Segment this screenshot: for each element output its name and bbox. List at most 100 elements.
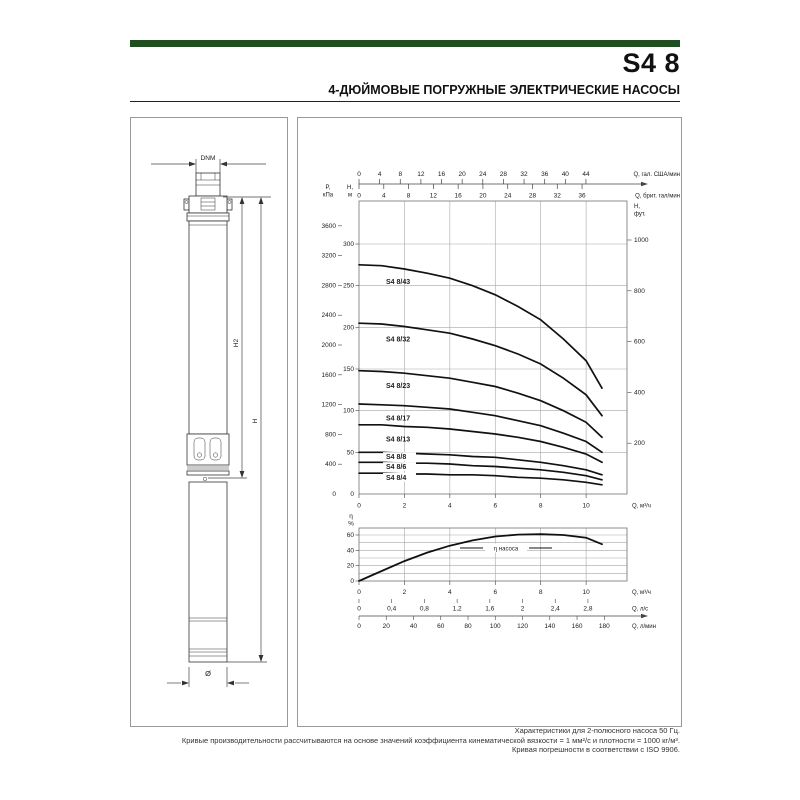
tick-label: 4 bbox=[448, 503, 452, 510]
curve-label: S4 8/17 bbox=[386, 416, 410, 423]
curve-S4-8-32 bbox=[358, 322, 603, 417]
tick-label: 20 bbox=[347, 563, 355, 570]
motor-body bbox=[188, 481, 228, 663]
tick-label: 20 bbox=[383, 623, 391, 630]
performance-charts-panel: 0 4 8 12 16 20 24 28 32 36 40 44 0 4 8 12 16 20 24 28 32 36 Q,… bbox=[297, 117, 682, 727]
flow-axis-2: 0 20 40 60 80 100 120 140 160 180 Q, л/мин bbox=[357, 613, 656, 630]
tick-label: 60 bbox=[437, 623, 445, 630]
header-rule bbox=[130, 101, 680, 102]
performance-and-efficiency-charts: 0 4 8 12 16 20 24 28 32 36 40 440 4 8 12 16 20 24 28 32 36Q,… bbox=[322, 171, 680, 630]
label-bg bbox=[485, 543, 527, 553]
efficiency-curve-label: η насоса bbox=[460, 543, 552, 553]
efficiency-curve bbox=[358, 533, 603, 582]
tick-label: 200 bbox=[343, 324, 354, 331]
tick-label: 120 bbox=[517, 623, 528, 630]
tick-label: 8 bbox=[539, 503, 543, 510]
tick-label: 1,6 bbox=[485, 606, 494, 613]
tick-label: 0 bbox=[332, 491, 336, 498]
top-flow-axes bbox=[358, 179, 648, 189]
axis-unit-m: м bbox=[348, 193, 352, 199]
tick-label: 40 bbox=[347, 547, 355, 554]
tick-label: 6 bbox=[493, 503, 497, 510]
left-axis-ticks bbox=[338, 225, 359, 465]
page-subtitle: 4-ДЮЙМОВЫЕ ПОГРУЖНЫЕ ЭЛЕКТРИЧЕСКИЕ НАСОС… bbox=[328, 83, 680, 97]
tick-label: 800 bbox=[325, 431, 336, 438]
curve-label: S4 8/13 bbox=[386, 437, 410, 444]
axis-unit-imp-gpm: Q, брит. гал/мин bbox=[635, 194, 680, 200]
tick-label: 2 bbox=[521, 606, 525, 613]
tick-label: 180 bbox=[599, 623, 610, 630]
tick-label: 4 bbox=[448, 589, 452, 596]
tick-label: 140 bbox=[544, 623, 555, 630]
tick-label: 6 bbox=[493, 589, 497, 596]
tick-label: 0,4 bbox=[387, 606, 396, 613]
tick-label: 400 bbox=[634, 389, 645, 396]
main-bottom-axis: 0 2 4 6 8 10 Q, м³/ч bbox=[357, 494, 651, 510]
curve-S4-8-43 bbox=[358, 263, 603, 390]
curve-S4-8-23 bbox=[358, 369, 603, 439]
axis-unit-ft: H, bbox=[634, 204, 640, 210]
footer-note-line: Кривые производительности рассчитываются… bbox=[181, 735, 680, 745]
tick-label: 4 bbox=[382, 193, 386, 200]
dnm-dimension: DNM bbox=[151, 155, 266, 173]
curve-label-bg bbox=[383, 452, 416, 461]
tick-label: 400 bbox=[325, 461, 336, 468]
tick-label: 44 bbox=[582, 171, 590, 178]
right-axis-labels: H, фут. 200 400 600 800 1000 bbox=[627, 204, 649, 447]
tick-label: 24 bbox=[504, 193, 512, 200]
axis-unit: Q, м³/ч bbox=[632, 590, 651, 596]
curve-label: S4 8/6 bbox=[386, 464, 406, 471]
tick-label: 28 bbox=[500, 171, 508, 178]
tick-label: 0 bbox=[357, 193, 361, 200]
tick-label: 0,8 bbox=[420, 606, 429, 613]
tick-label: 3600 bbox=[322, 223, 337, 230]
pump-body bbox=[188, 220, 228, 435]
curve-label: S4 8/8 bbox=[386, 454, 406, 461]
tick-label: 600 bbox=[634, 339, 645, 346]
tick-label: 32 bbox=[554, 193, 562, 200]
tick-label: 200 bbox=[634, 440, 645, 447]
dnm-label: DNM bbox=[201, 155, 216, 162]
axis-unit-m3h: Q, м³/ч bbox=[632, 504, 651, 510]
efficiency-label-text: η насоса bbox=[494, 547, 519, 553]
tick-label: 40 bbox=[410, 623, 418, 630]
tick-label: 2,4 bbox=[551, 606, 560, 613]
h2-dimension: H2 bbox=[208, 196, 271, 479]
tick-label: 1200 bbox=[322, 402, 337, 409]
tick-label: 80 bbox=[464, 623, 472, 630]
h-dimension: H bbox=[227, 197, 267, 663]
tick-label: 1000 bbox=[634, 237, 649, 244]
tick-label: 0 bbox=[357, 606, 361, 613]
tick-label: 3200 bbox=[322, 253, 337, 260]
curve-label: S4 8/23 bbox=[386, 383, 410, 390]
axis-unit-ft: фут. bbox=[634, 212, 646, 218]
top-flow-axis-labels: 0 4 8 12 16 20 24 28 32 36 40 44 0 4 8 12 16 20 24 28 32 36 Q,… bbox=[357, 171, 680, 200]
efficiency-frame bbox=[358, 527, 628, 582]
main-chart-grid bbox=[359, 201, 627, 494]
tick-label: 2400 bbox=[322, 312, 337, 319]
tick-label: 2800 bbox=[322, 282, 337, 289]
tick-label: 24 bbox=[479, 171, 487, 178]
pump-discharge-port bbox=[195, 172, 221, 197]
pump-drawing-panel: DNM bbox=[130, 117, 288, 727]
curve-label: S4 8/4 bbox=[386, 475, 406, 482]
tick-label: 8 bbox=[398, 171, 402, 178]
h2-label: H2 bbox=[233, 338, 240, 347]
tick-label: 800 bbox=[634, 288, 645, 295]
tick-label: 28 bbox=[529, 193, 537, 200]
tick-label: 4 bbox=[378, 171, 382, 178]
pump-head bbox=[183, 195, 233, 222]
tick-label: 100 bbox=[343, 408, 354, 415]
tick-label: 12 bbox=[430, 193, 438, 200]
tick-label: 12 bbox=[417, 171, 425, 178]
tick-label: 50 bbox=[347, 449, 355, 456]
tick-label: 150 bbox=[343, 366, 354, 373]
tick-label: 2 bbox=[403, 503, 407, 510]
left-axis-labels: P,кПаH,м04008001200160020002400280032003… bbox=[322, 185, 355, 498]
axis-unit-kpa: P, bbox=[326, 185, 331, 191]
diameter-dimension: Ø bbox=[167, 667, 249, 687]
tick-label: 0 bbox=[357, 589, 361, 596]
curve-label-bg bbox=[383, 473, 416, 482]
h-label: H bbox=[252, 418, 259, 423]
